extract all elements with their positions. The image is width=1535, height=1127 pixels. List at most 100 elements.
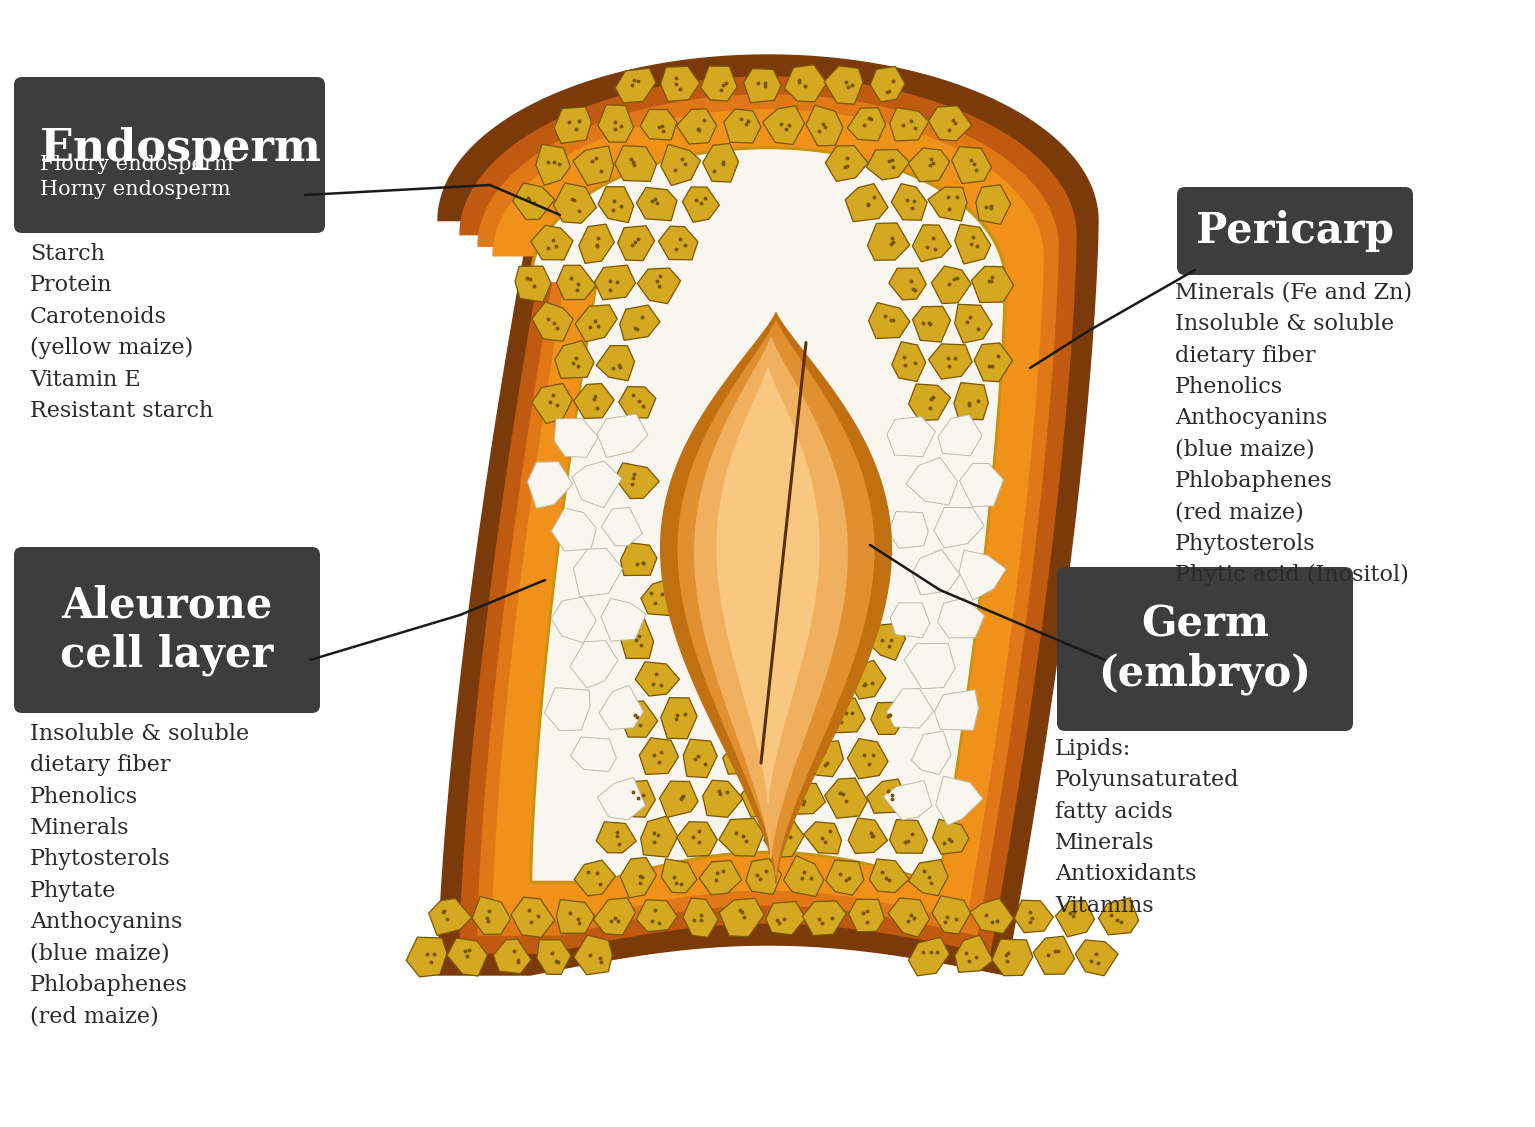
Polygon shape — [554, 107, 591, 143]
Polygon shape — [869, 303, 910, 338]
Polygon shape — [784, 64, 827, 101]
Polygon shape — [620, 858, 657, 898]
Polygon shape — [909, 938, 950, 976]
Polygon shape — [723, 743, 758, 774]
Polygon shape — [428, 898, 471, 935]
Polygon shape — [683, 898, 718, 938]
Polygon shape — [660, 66, 700, 101]
Polygon shape — [616, 69, 655, 103]
Polygon shape — [784, 855, 824, 897]
Polygon shape — [975, 343, 1013, 382]
Polygon shape — [847, 108, 886, 141]
Polygon shape — [574, 860, 616, 896]
Polygon shape — [889, 819, 927, 853]
Polygon shape — [557, 899, 594, 933]
Polygon shape — [574, 935, 612, 975]
Polygon shape — [972, 266, 1013, 302]
Polygon shape — [551, 508, 596, 551]
Polygon shape — [703, 780, 743, 817]
Polygon shape — [660, 698, 697, 739]
Polygon shape — [1033, 937, 1074, 975]
Polygon shape — [803, 740, 843, 777]
Polygon shape — [806, 105, 843, 147]
Polygon shape — [803, 900, 846, 935]
Polygon shape — [763, 106, 804, 144]
Text: Endosperm: Endosperm — [40, 127, 322, 170]
Polygon shape — [695, 338, 847, 858]
Polygon shape — [884, 781, 932, 820]
Polygon shape — [596, 822, 637, 853]
Text: Pericarp: Pericarp — [1196, 210, 1394, 252]
Polygon shape — [533, 302, 573, 341]
Polygon shape — [516, 266, 551, 302]
Polygon shape — [530, 147, 1005, 882]
Polygon shape — [826, 860, 864, 895]
Polygon shape — [602, 507, 642, 545]
Polygon shape — [959, 550, 1005, 601]
Polygon shape — [683, 187, 720, 222]
Polygon shape — [531, 383, 573, 424]
Polygon shape — [619, 701, 659, 737]
Polygon shape — [620, 619, 654, 658]
Polygon shape — [528, 462, 573, 508]
Polygon shape — [718, 818, 763, 857]
Text: Germ
(embryo): Germ (embryo) — [1099, 603, 1311, 694]
Polygon shape — [849, 899, 884, 932]
Polygon shape — [892, 184, 927, 220]
Polygon shape — [678, 320, 873, 875]
Polygon shape — [637, 187, 677, 221]
Polygon shape — [866, 150, 910, 180]
Polygon shape — [933, 819, 969, 854]
Polygon shape — [596, 346, 634, 381]
Polygon shape — [642, 580, 677, 615]
Polygon shape — [698, 861, 741, 895]
Polygon shape — [511, 897, 554, 938]
Polygon shape — [640, 109, 677, 140]
Polygon shape — [659, 227, 698, 260]
Polygon shape — [617, 225, 654, 260]
Polygon shape — [824, 65, 863, 104]
Text: Minerals (Fe and Zn)
Insoluble & soluble
dietary fiber
Phenolics
Anthocyanins
(b: Minerals (Fe and Zn) Insoluble & soluble… — [1174, 282, 1412, 586]
Polygon shape — [890, 603, 930, 638]
Polygon shape — [556, 340, 594, 379]
Polygon shape — [849, 818, 887, 853]
Polygon shape — [953, 382, 989, 419]
Polygon shape — [912, 731, 952, 774]
Polygon shape — [909, 148, 950, 181]
Polygon shape — [640, 738, 678, 774]
Polygon shape — [493, 939, 531, 974]
Polygon shape — [1015, 900, 1053, 933]
Polygon shape — [935, 690, 978, 730]
FancyBboxPatch shape — [1058, 567, 1352, 731]
Polygon shape — [866, 623, 906, 660]
Polygon shape — [437, 55, 1098, 975]
Polygon shape — [614, 463, 659, 498]
Polygon shape — [870, 66, 906, 101]
Polygon shape — [616, 781, 655, 817]
Polygon shape — [764, 816, 804, 858]
Polygon shape — [493, 110, 1042, 920]
Polygon shape — [620, 543, 657, 576]
Polygon shape — [867, 779, 907, 814]
Polygon shape — [620, 305, 660, 340]
Text: Insoluble & soluble
dietary fiber
Phenolics
Minerals
Phytosterols
Phytate
Anthoc: Insoluble & soluble dietary fiber Phenol… — [31, 724, 249, 1027]
Polygon shape — [407, 938, 447, 977]
Polygon shape — [804, 822, 841, 854]
Polygon shape — [573, 145, 614, 186]
Polygon shape — [473, 896, 511, 934]
Polygon shape — [869, 859, 909, 893]
Polygon shape — [600, 598, 646, 641]
Polygon shape — [766, 902, 806, 934]
Polygon shape — [513, 183, 554, 220]
Polygon shape — [571, 737, 617, 772]
Polygon shape — [824, 778, 867, 818]
Polygon shape — [743, 69, 781, 103]
Polygon shape — [660, 144, 700, 186]
Polygon shape — [929, 344, 972, 379]
Polygon shape — [955, 935, 993, 973]
FancyBboxPatch shape — [14, 77, 325, 233]
Polygon shape — [683, 739, 717, 778]
Polygon shape — [909, 384, 950, 420]
Polygon shape — [677, 109, 717, 144]
Polygon shape — [955, 304, 992, 343]
